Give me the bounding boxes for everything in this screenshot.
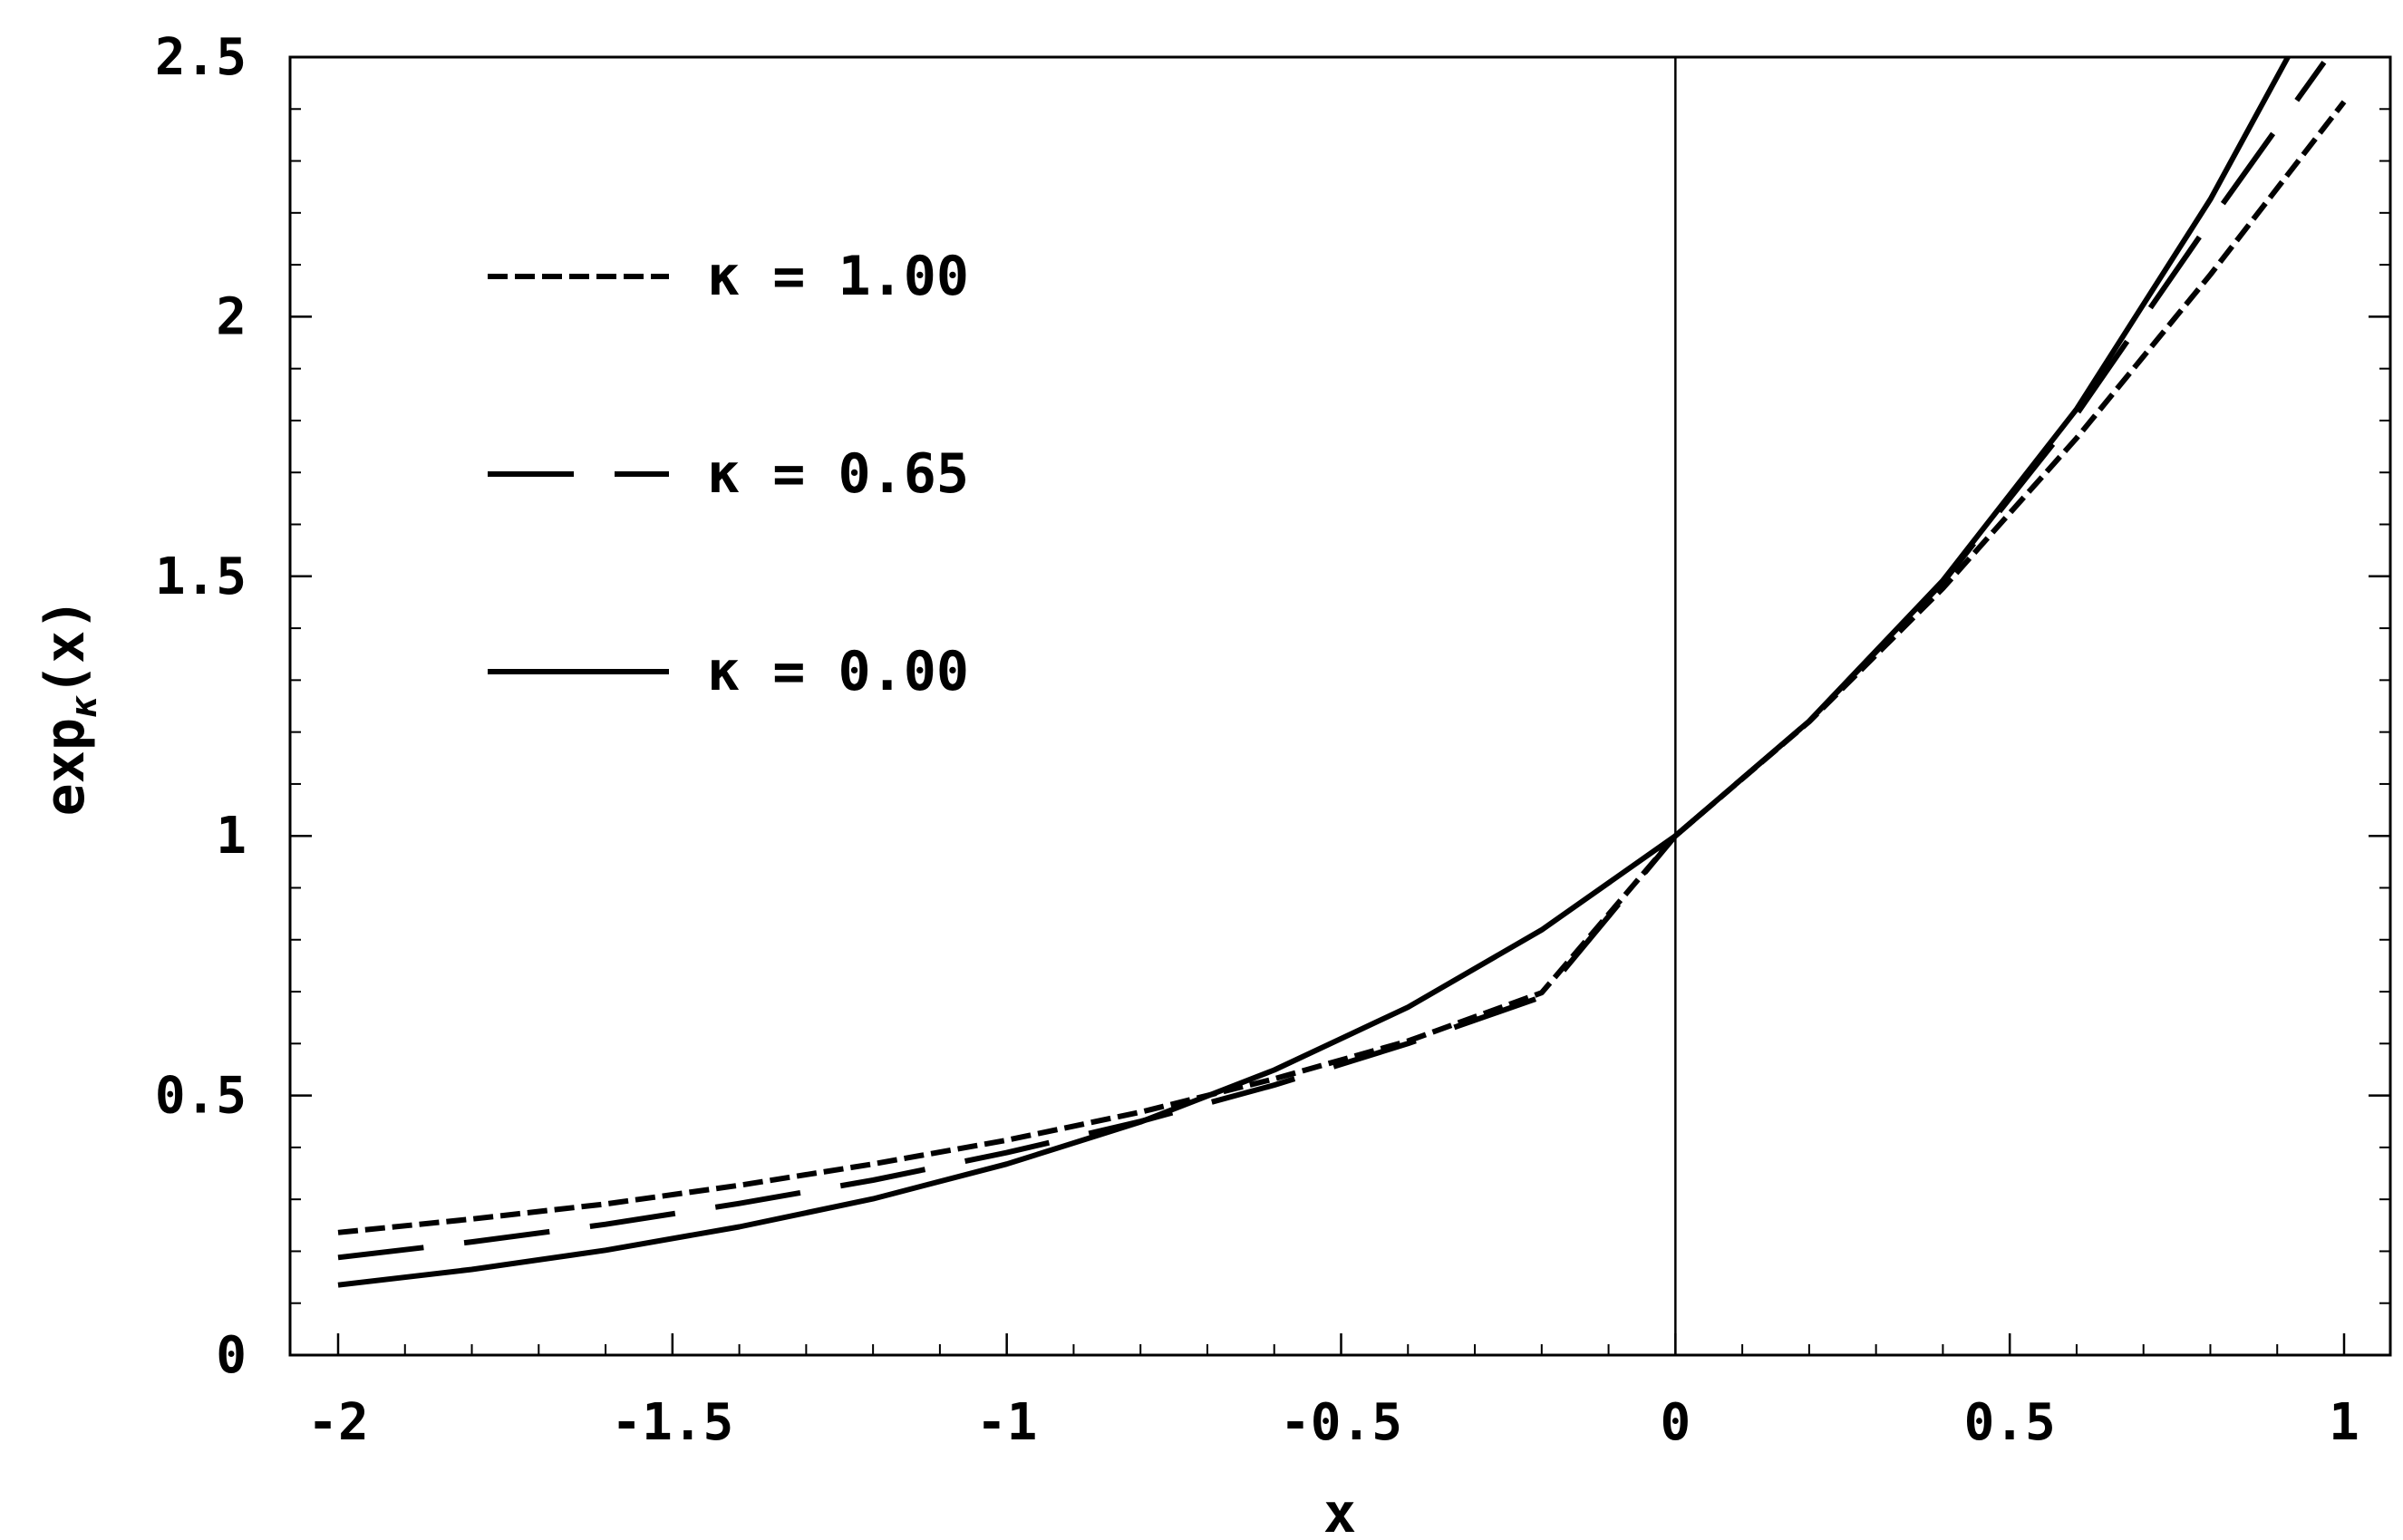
- x-tick-label: -0.5: [1280, 1393, 1402, 1452]
- axis-ticks: [290, 55, 2390, 1357]
- series-line-2: [337, 55, 2291, 1288]
- plot-frame: [288, 55, 2392, 1357]
- series-line-1: [337, 60, 2327, 1261]
- axis-tick-labels: -2 -1.5 -1 -0.5 0 0.5 1 0 0.5 1 1.5 2 2.5: [155, 28, 2359, 1452]
- series-line-0: [337, 100, 2347, 1235]
- y-axis-label: expκ(x): [34, 598, 105, 817]
- y-tick-label: 0.5: [155, 1067, 247, 1126]
- legend: κ = 1.00 κ = 0.65 κ = 0.00: [488, 245, 969, 703]
- legend-label: κ = 0.00: [707, 640, 969, 703]
- legend-label: κ = 0.65: [707, 442, 969, 506]
- y-tick-label: 2.5: [155, 28, 247, 87]
- x-tick-label: 0.5: [1964, 1393, 2056, 1452]
- x-tick-label: -1.5: [611, 1393, 733, 1452]
- x-tick-label: 0: [1660, 1393, 1691, 1452]
- y-tick-label: 1.5: [155, 547, 247, 606]
- x-axis-label: x: [1323, 1482, 1356, 1540]
- x-tick-label: 1: [2329, 1393, 2359, 1452]
- y-tick-label: 2: [216, 287, 247, 346]
- y-axis-label-main: exp: [34, 718, 97, 816]
- y-axis-label-arg: (x): [34, 598, 97, 696]
- y-tick-label: 0: [216, 1326, 247, 1385]
- y-axis-label-subscript: κ: [63, 694, 105, 718]
- x-tick-label: -1: [976, 1393, 1037, 1452]
- series-layer: [337, 55, 2347, 1288]
- y-tick-label: 1: [216, 807, 247, 866]
- legend-label: κ = 1.00: [707, 245, 969, 308]
- x-tick-label: -2: [307, 1393, 368, 1452]
